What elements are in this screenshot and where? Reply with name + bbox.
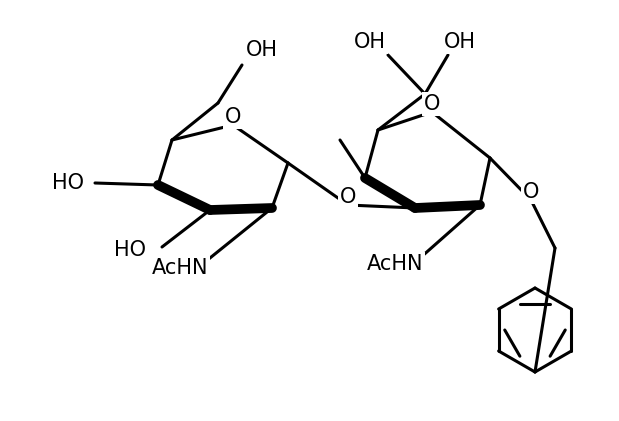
Text: O: O [225,107,241,127]
Text: AcHN: AcHN [152,258,208,278]
Text: AcHN: AcHN [366,254,423,274]
Text: OH: OH [444,32,476,52]
Text: O: O [523,182,539,202]
Text: HO: HO [114,240,146,260]
Text: O: O [424,94,440,114]
Text: O: O [340,187,356,207]
Text: HO: HO [52,173,84,193]
Text: OH: OH [246,40,278,60]
Text: OH: OH [354,32,386,52]
